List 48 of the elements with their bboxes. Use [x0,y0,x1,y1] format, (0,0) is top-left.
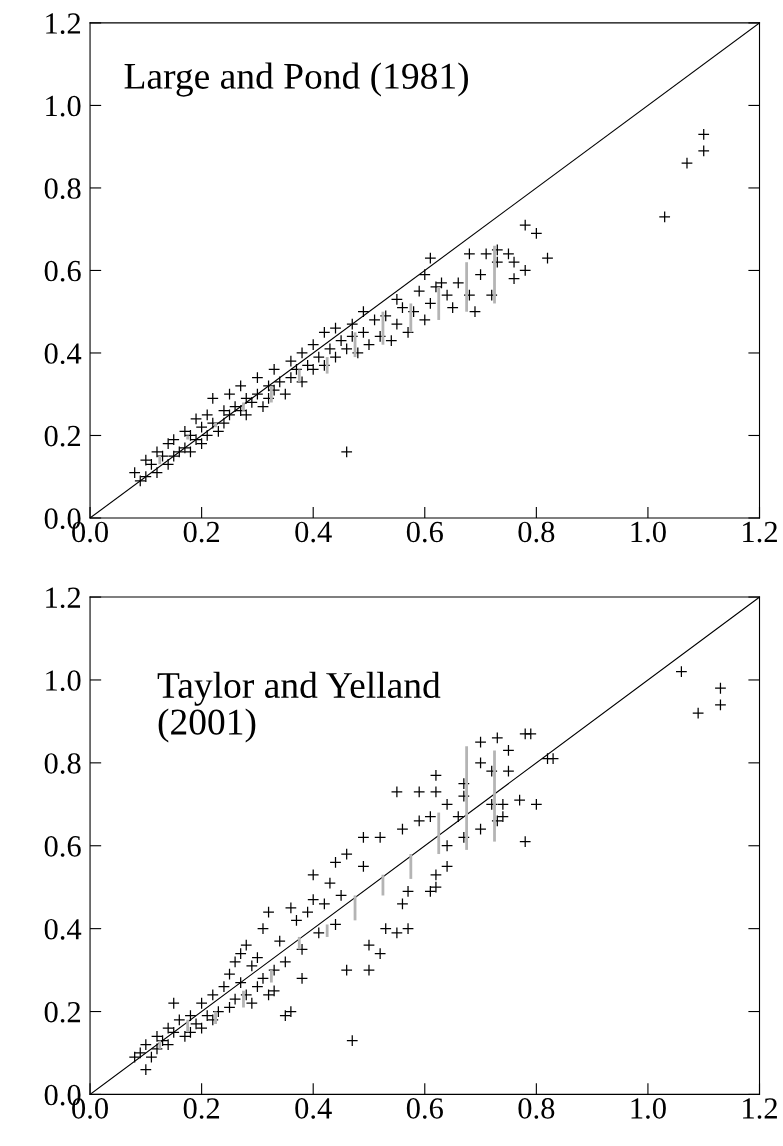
y-tick-label: 0.2 [44,1001,81,1023]
x-tick-label: 0.4 [295,521,332,543]
y-tick-label: 0.6 [44,260,81,282]
x-tick-label: 0.6 [406,1098,443,1119]
x-tick-label: 0.8 [518,1098,555,1119]
x-tick-label: 1.2 [743,521,777,543]
bar [186,1019,190,1033]
bar [214,1011,217,1024]
bar [437,812,441,855]
y-tick-label: 1.0 [46,670,81,691]
bar [269,385,273,403]
bar [437,286,441,320]
bar [493,245,496,304]
x-tick-label: 1.0 [631,1098,666,1119]
y-tick-label: 0.2 [44,425,81,447]
x-tick-label: 0.8 [518,521,555,543]
x-tick-label: 0.2 [183,1098,220,1119]
y-tick-label: 0.8 [44,753,81,774]
bar [214,423,217,428]
bar [158,1040,162,1049]
y-tick-label: 1.2 [46,587,81,609]
y-tick-label: 1.0 [46,95,81,117]
annotation: Taylor and Yelland (2001) [157,671,441,743]
bar [465,746,469,850]
x-tick-label: 0.6 [406,521,443,543]
bar [325,357,329,374]
bar [158,456,162,465]
bar [242,990,245,1008]
bar [493,750,496,842]
y-tick-label: 0.8 [44,178,81,199]
x-tick-label: 0.2 [183,521,220,543]
bar [242,402,245,411]
bar [297,936,301,950]
bar [186,435,190,440]
y-tick-label: 0.4 [44,343,82,364]
x-tick-label: 1.2 [743,1098,777,1119]
bar [297,369,301,382]
y-tick-label: 0.6 [44,836,81,857]
bar [269,970,273,983]
bar [409,854,413,879]
x-tick-label: 1.0 [631,521,666,543]
bar [409,303,413,333]
annotation: Large and Pond (1981) [124,62,468,97]
x-tick-label: 0.4 [295,1098,332,1119]
bar [465,262,469,312]
bar [325,924,329,937]
y-tick-label: 0.4 [44,918,82,940]
y-tick-label: 1.2 [46,13,81,34]
